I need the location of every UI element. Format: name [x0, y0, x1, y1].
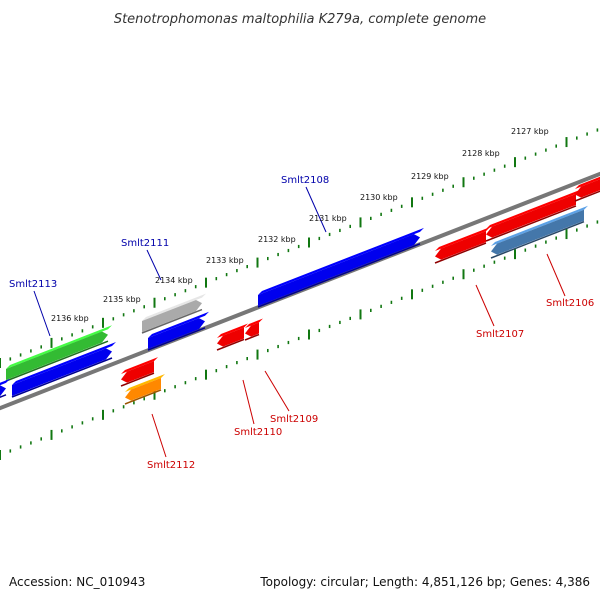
gene-shadow-edge: [257, 243, 421, 308]
gene-body: [12, 348, 112, 396]
inner-tick-track: [0, 220, 599, 460]
gene-top-face: [0, 378, 10, 386]
gene-smlt2112-orange[interactable]: [124, 373, 165, 405]
gene-shadow-edge: [574, 190, 600, 202]
gene-shadow-edge: [485, 205, 577, 242]
gene-shadow-edge: [147, 327, 206, 351]
gene-shadow-edge: [124, 389, 162, 405]
gene-label-smlt2112[interactable]: Smlt2112: [147, 460, 195, 471]
gene-top-face: [148, 311, 209, 338]
kbp-label: 2133 kbp: [206, 256, 244, 265]
gene-top-face: [217, 323, 248, 338]
gene-body: [125, 377, 161, 401]
gene-top-face: [258, 227, 424, 295]
kbp-label: 2134 kbp: [155, 276, 193, 285]
kbp-label: 2130 kbp: [360, 193, 398, 202]
gene-body: [0, 385, 6, 397]
gene-shadow-edge: [5, 340, 109, 382]
gene-top-face: [12, 342, 116, 385]
gene-top-face: [142, 293, 206, 321]
gene-smlt2112-red[interactable]: [120, 357, 158, 387]
outer-tick-track: [0, 128, 599, 368]
accession-text: Accession: NC_010943: [9, 575, 145, 589]
gene-smlt2106-a[interactable]: [485, 189, 580, 242]
genome-summary-text: Topology: circular; Length: 4,851,126 bp…: [259, 575, 590, 589]
gene-label-smlt2111[interactable]: Smlt2111: [121, 238, 169, 249]
gene-shadow-edge: [141, 308, 203, 334]
gene-shadow-edge: [434, 242, 487, 264]
kbp-label: 2132 kbp: [258, 235, 296, 244]
gene-smlt2106-b[interactable]: [574, 171, 600, 202]
gene-top-face: [491, 205, 588, 246]
gene-top-face: [435, 227, 490, 251]
gene-body: [6, 331, 108, 380]
gene-label-smlt2109[interactable]: Smlt2109: [270, 414, 318, 425]
gene-body: [435, 231, 486, 260]
gene-label-smlt2113[interactable]: Smlt2113: [9, 279, 57, 290]
gene-top-face: [575, 176, 600, 189]
gene-shadow-edge: [490, 221, 585, 259]
gene-green[interactable]: [5, 325, 112, 382]
gene-body: [491, 209, 584, 255]
gene-smlt2109[interactable]: [216, 323, 248, 351]
gene-labels: Smlt2108 Smlt2111 Smlt2113 Smlt2106 Smlt…: [9, 175, 594, 471]
kbp-label: 2135 kbp: [103, 295, 141, 304]
leader-smlt2107: [475, 284, 495, 327]
gene-body: [121, 361, 154, 383]
gene-body: [258, 234, 420, 306]
gene-shadow-edge: [120, 372, 155, 387]
gene-shadow-edge: [244, 333, 260, 341]
gene-body: [148, 318, 205, 349]
gene-forward-edge[interactable]: [0, 378, 10, 405]
leader-smlt2113: [33, 290, 51, 337]
gene-body: [486, 193, 576, 238]
gene-top-face: [486, 189, 580, 229]
leader-smlt2106: [546, 253, 566, 297]
kbp-label: 2131 kbp: [309, 214, 347, 223]
kbp-labels: 2127 kbp 2128 kbp 2129 kbp 2130 kbp 2131…: [51, 127, 549, 323]
gene-body: [575, 179, 600, 198]
gene-top-face: [6, 325, 112, 369]
kbp-label: 2129 kbp: [411, 172, 449, 181]
map-title: Stenotrophomonas maltophilia K279a, comp…: [114, 12, 486, 27]
gene-label-smlt2106[interactable]: Smlt2106: [546, 298, 594, 309]
gene-top-face: [125, 373, 165, 392]
gene-label-smlt2108[interactable]: Smlt2108: [281, 175, 329, 186]
gene-body: [245, 322, 259, 337]
gene-shadow-edge: [11, 357, 113, 398]
gene-smlt2107[interactable]: [434, 227, 490, 264]
leader-smlt2112: [151, 413, 167, 458]
gene-top-face: [121, 357, 158, 374]
gene-features: [0, 171, 600, 405]
kbp-label: 2136 kbp: [51, 314, 89, 323]
gene-smlt2110[interactable]: [244, 318, 263, 341]
gene-smlt2113[interactable]: [11, 342, 116, 398]
gene-label-smlt2107[interactable]: Smlt2107: [476, 329, 524, 340]
label-leader-lines: [33, 186, 566, 458]
leader-smlt2111: [146, 249, 162, 281]
kbp-label: 2127 kbp: [511, 127, 549, 136]
gene-label-smlt2110[interactable]: Smlt2110: [234, 427, 282, 438]
gene-smlt2111[interactable]: [147, 311, 209, 351]
gene-smlt2108[interactable]: [257, 227, 424, 308]
leader-smlt2108: [305, 186, 327, 233]
gene-body: [142, 299, 202, 332]
gene-shadow-edge: [216, 338, 245, 351]
leader-smlt2110: [242, 379, 255, 425]
gene-gray[interactable]: [141, 293, 206, 334]
gene-top-face: [245, 318, 263, 328]
kbp-label: 2128 kbp: [462, 149, 500, 158]
gene-steel[interactable]: [490, 205, 588, 259]
gene-body: [217, 327, 244, 347]
leader-smlt2109: [264, 370, 290, 412]
gene-shadow-edge: [0, 394, 7, 399]
